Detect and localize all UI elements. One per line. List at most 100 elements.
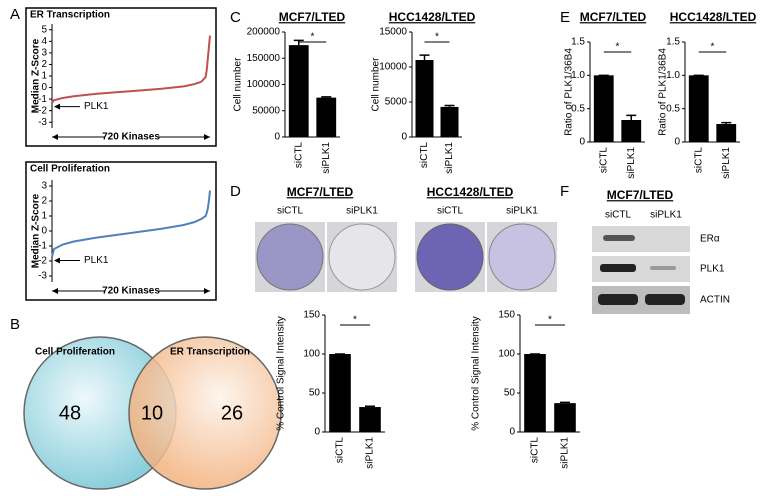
panel-label: D [230,183,241,200]
y-tick-label: 0.5 [666,103,680,114]
chart-frame [25,161,217,301]
y-axis-label: Median Z-Score [31,193,42,268]
bar [288,45,309,137]
arrow-head [54,103,60,110]
y-tick-label: 50 [504,388,516,399]
x-tick-label: siPLK1 [321,142,332,174]
plate [416,223,484,291]
y-tick-label: 100 [498,349,515,360]
y-tick-label: -3 [38,117,47,128]
data-line [51,35,211,104]
y-tick-label: 10000 [379,62,407,73]
chart-title: ER Transcription [30,10,110,21]
label-bg [105,132,157,142]
y-tick-label: 50000 [252,105,280,116]
plate [488,223,556,291]
y-tick-label: 0 [401,132,407,143]
x-tick-label: siPLK1 [721,147,732,179]
y-tick-label: 200000 [247,27,281,38]
chart-title: Cell Proliferation [30,164,110,175]
y-tick-label: 0 [274,132,280,143]
x-tick-label: siCTL [335,437,346,464]
data-line [51,190,211,257]
y-tick-label: 0 [314,427,320,438]
annotation: PLK1 [84,101,109,112]
y-tick-label: 150 [303,310,320,321]
y-tick-label: 1.5 [666,37,680,48]
y-tick-label: 3 [41,48,47,59]
y-tick-label: 0 [674,137,680,148]
venn: Cell Proliferation ER Transcription 48 1… [23,336,282,490]
blot: MCF7/LTED siCTL siPLK1 ERα PLK1 ACTIN [592,188,730,314]
y-tick-label: 1 [41,71,47,82]
lane-label: siPLK1 [650,210,682,221]
error-bar [365,405,375,408]
panel-label: A [10,6,20,23]
error-bar [444,104,455,107]
error-bar [626,114,637,120]
bar [524,354,546,432]
y-tick-label: -1 [38,94,47,105]
band [600,264,636,272]
colony-images: MCF7/LTED siCTL siPLK1 HCC1428/LTED siCT… [255,185,557,292]
y-tick-label: 3 [41,181,47,192]
lane-label: siCTL [437,206,464,217]
arrow-head [54,257,60,264]
bar [688,75,709,142]
y-axis-label: % Control Signal Intensity [471,316,482,431]
y-tick-label: 1.5 [571,37,585,48]
y-tick-label: -2 [38,105,47,116]
plate [328,223,396,291]
lane-label: siCTL [605,210,632,221]
bar [316,97,337,137]
blot-title: MCF7/LTED [607,188,674,202]
chart-title: HCC1428/LTED [670,10,757,24]
y-tick-label: 4 [41,36,47,47]
chart-title: MCF7/LTED [580,10,647,24]
error-bar [721,121,732,124]
x-tick-label: siCTL [293,142,304,169]
bar [593,75,614,142]
row-label: ERα [700,234,720,245]
bar [621,120,642,142]
chart-frame [25,7,217,147]
y-axis-label: Cell number [371,57,382,112]
x-tick-label: siCTL [598,147,609,174]
row-label: PLK1 [700,264,725,275]
y-tick-label: 1.0 [666,70,680,81]
annotation: PLK1 [84,255,109,266]
venn-count: 48 [59,402,81,424]
y-tick-label: 2 [41,59,47,70]
lane-label: siPLK1 [346,206,378,217]
band [645,294,685,305]
venn-count: 10 [141,402,163,424]
band [650,266,676,270]
y-tick-label: 100 [303,349,320,360]
bar [440,106,459,137]
x-tick-label: siCTL [693,147,704,174]
x-tick-label: siCTL [419,142,430,169]
venn-set-label: Cell Proliferation [35,347,115,358]
y-axis-label: Ratio of PLK1/36B4 [564,48,575,136]
x-axis-label: 720 Kinases [102,286,160,297]
significance: * [311,32,315,43]
colony-title: HCC1428/LTED [427,185,514,199]
y-tick-label: -1 [38,241,47,252]
band [603,235,635,241]
y-tick-label: 0 [509,427,515,438]
bar [415,60,434,137]
significance: * [353,315,357,326]
error-bar [321,96,332,98]
bar [554,403,576,432]
significance: * [711,42,715,53]
band [598,294,638,305]
chart-title: MCF7/LTED [279,10,346,24]
y-tick-label: 0 [41,226,47,237]
y-axis-label: % Control Signal Intensity [276,316,287,431]
x-tick-label: siPLK1 [444,142,455,174]
label-bg [105,286,157,296]
y-axis-label: Cell number [233,57,244,112]
error-bar [293,39,304,46]
y-tick-label: -3 [38,271,47,282]
